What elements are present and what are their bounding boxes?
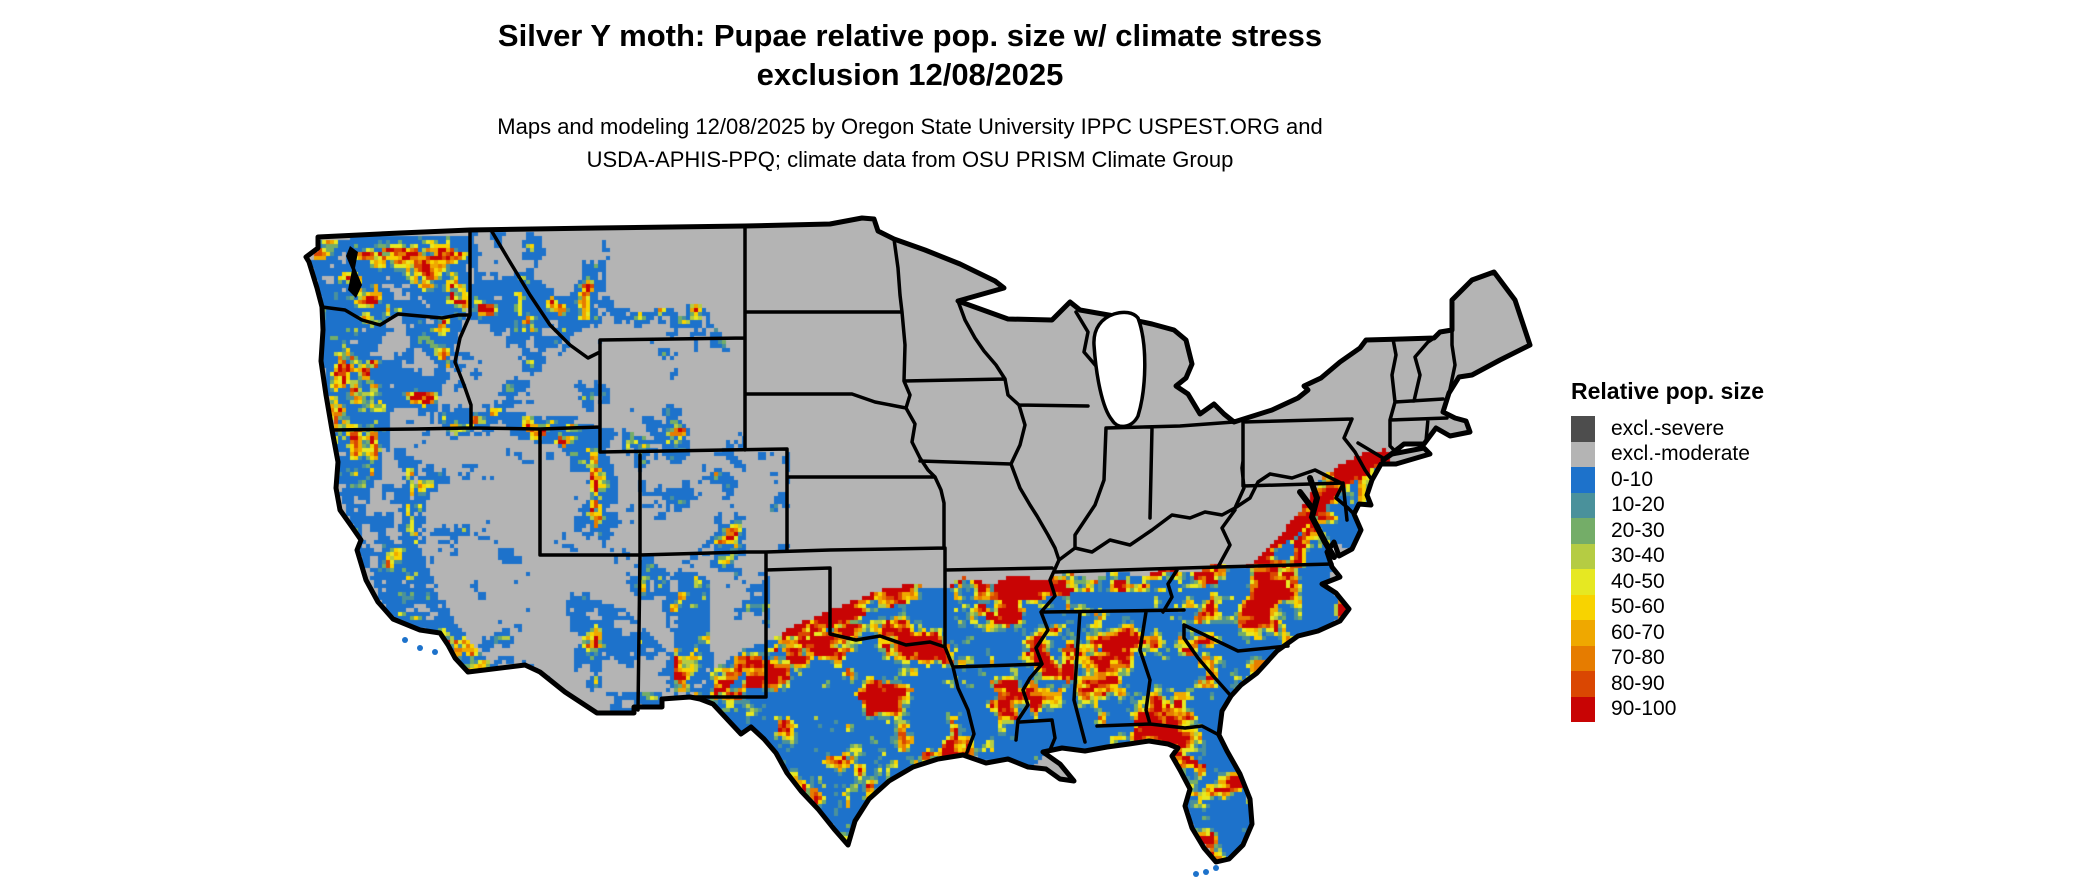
legend-swatch-30-40 [1571,543,1595,569]
lake-michigan [1092,310,1147,429]
chesapeake-bay [1297,475,1337,560]
legend-item: 0-10 [1571,467,1764,493]
legend: Relative pop. size excl.-severe excl.-mo… [1571,378,1764,722]
legend-swatch-excl-moderate [1571,441,1595,467]
legend-swatch-90-100 [1571,696,1595,722]
legend-item: 70-80 [1571,645,1764,671]
legend-swatch-20-30 [1571,518,1595,544]
florida-keys [1193,865,1219,877]
legend-item: 80-90 [1571,671,1764,697]
legend-item: 90-100 [1571,696,1764,722]
us-border-outline [303,215,1533,865]
legend-item: 50-60 [1571,594,1764,620]
legend-item: excl.-severe [1571,416,1764,442]
legend-swatch-60-70 [1571,620,1595,646]
puget-sound-icon [346,246,362,298]
channel-islands [402,637,438,655]
state-borders [320,224,1457,757]
legend-title: Relative pop. size [1571,378,1765,404]
legend-item: 60-70 [1571,620,1764,646]
legend-item: 30-40 [1571,543,1764,569]
legend-swatch-40-50 [1571,569,1595,595]
legend-swatch-80-90 [1571,671,1595,697]
legend-swatch-excl-severe [1571,416,1595,442]
legend-item: 10-20 [1571,492,1764,518]
legend-item: excl.-moderate [1571,441,1764,467]
legend-swatch-10-20 [1571,492,1595,518]
legend-swatch-70-80 [1571,645,1595,671]
legend-item: 20-30 [1571,518,1764,544]
legend-item: 40-50 [1571,569,1764,595]
legend-swatch-0-10 [1571,467,1595,493]
legend-swatch-50-60 [1571,594,1595,620]
